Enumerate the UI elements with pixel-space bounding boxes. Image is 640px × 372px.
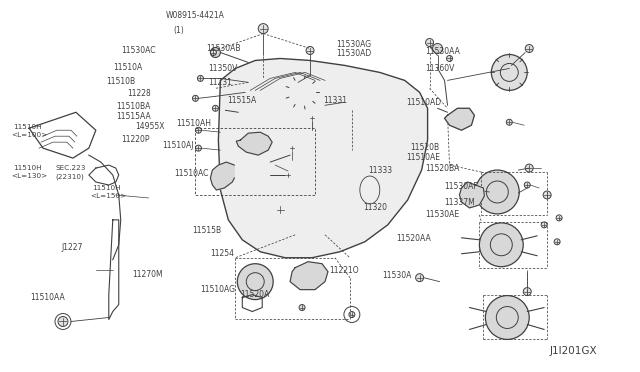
Text: 11254: 11254 <box>211 249 234 258</box>
Circle shape <box>306 46 314 54</box>
Text: 11515AA: 11515AA <box>116 112 150 121</box>
Polygon shape <box>445 108 474 130</box>
Circle shape <box>212 105 218 111</box>
Polygon shape <box>236 132 272 155</box>
Text: 11530AD: 11530AD <box>336 49 371 58</box>
Circle shape <box>543 191 551 199</box>
Text: J1227: J1227 <box>62 243 83 251</box>
Circle shape <box>525 45 533 52</box>
Circle shape <box>447 55 452 61</box>
Text: 11530AG: 11530AG <box>336 40 371 49</box>
Polygon shape <box>460 182 484 208</box>
Circle shape <box>492 54 527 90</box>
Text: 11510BA: 11510BA <box>116 102 150 111</box>
Text: J1I201GX: J1I201GX <box>550 346 597 356</box>
Circle shape <box>299 305 305 311</box>
Circle shape <box>426 39 433 46</box>
Text: <L=100>: <L=100> <box>11 132 47 138</box>
Text: 11337M: 11337M <box>444 198 475 207</box>
Circle shape <box>476 170 519 214</box>
Text: <L=150>: <L=150> <box>90 193 127 199</box>
Text: 11515A: 11515A <box>228 96 257 105</box>
Text: 11520BA: 11520BA <box>425 164 460 173</box>
Circle shape <box>193 95 198 101</box>
Circle shape <box>234 150 270 186</box>
Text: 11515B: 11515B <box>193 226 221 235</box>
Text: 11520B: 11520B <box>410 142 440 151</box>
Text: 11221O: 11221O <box>330 266 359 275</box>
Text: 11510H: 11510H <box>92 185 120 191</box>
Text: 11530A: 11530A <box>383 271 412 280</box>
Text: 11530AA: 11530AA <box>425 47 460 56</box>
Text: 11331: 11331 <box>323 96 347 105</box>
Circle shape <box>296 218 324 246</box>
Circle shape <box>58 317 68 327</box>
Circle shape <box>556 215 562 221</box>
Text: 11220P: 11220P <box>121 135 150 144</box>
Text: 11510AA: 11510AA <box>30 294 65 302</box>
Circle shape <box>289 145 295 151</box>
Circle shape <box>554 239 560 245</box>
Text: 11231: 11231 <box>209 78 232 87</box>
Text: 11520A: 11520A <box>240 290 269 299</box>
Text: 11350V: 11350V <box>209 64 238 73</box>
Circle shape <box>285 172 291 178</box>
Text: 11530AF: 11530AF <box>444 182 478 191</box>
Text: 11320: 11320 <box>364 203 387 212</box>
Text: 11510B: 11510B <box>106 77 136 86</box>
Text: 11510AG: 11510AG <box>200 285 235 294</box>
Text: 11510AE: 11510AE <box>406 153 440 161</box>
Text: 11360V: 11360V <box>425 64 454 73</box>
Circle shape <box>238 102 258 122</box>
Circle shape <box>433 44 442 54</box>
Text: 11530AC: 11530AC <box>121 46 156 55</box>
Text: (22310): (22310) <box>56 173 84 180</box>
Text: 11520AA: 11520AA <box>397 234 431 243</box>
Text: 11530AB: 11530AB <box>207 44 241 53</box>
Text: 14955X: 14955X <box>135 122 164 131</box>
Text: 11510AJ: 11510AJ <box>162 141 193 150</box>
Circle shape <box>524 182 530 188</box>
Circle shape <box>286 76 318 108</box>
Text: 11510AD: 11510AD <box>406 98 441 107</box>
Circle shape <box>211 49 216 55</box>
Circle shape <box>275 205 285 215</box>
Polygon shape <box>218 58 428 258</box>
Polygon shape <box>211 162 234 190</box>
Circle shape <box>349 311 355 318</box>
Polygon shape <box>290 262 328 290</box>
Text: SEC.223: SEC.223 <box>56 165 86 171</box>
Text: 11530AE: 11530AE <box>425 211 460 219</box>
Circle shape <box>485 296 529 339</box>
Text: 11510AC: 11510AC <box>175 169 209 177</box>
Circle shape <box>479 223 524 267</box>
Text: <L=130>: <L=130> <box>11 173 47 179</box>
Text: 11270M: 11270M <box>132 270 163 279</box>
Text: 11510H: 11510H <box>13 124 42 130</box>
Text: 11510H: 11510H <box>13 165 42 171</box>
Circle shape <box>195 145 202 151</box>
Circle shape <box>524 288 531 296</box>
Circle shape <box>198 76 204 81</box>
Circle shape <box>415 274 424 282</box>
Text: 11333: 11333 <box>368 166 392 175</box>
Circle shape <box>309 115 315 121</box>
Circle shape <box>506 119 512 125</box>
Circle shape <box>525 164 533 172</box>
Circle shape <box>237 264 273 299</box>
Text: W08915-4421A: W08915-4421A <box>166 11 225 20</box>
Text: 11510A: 11510A <box>113 63 142 72</box>
Circle shape <box>258 23 268 33</box>
Text: 11228: 11228 <box>127 89 151 98</box>
Circle shape <box>195 127 202 133</box>
Text: 11510AH: 11510AH <box>177 119 212 128</box>
Circle shape <box>541 222 547 228</box>
Text: (1): (1) <box>173 26 184 35</box>
Circle shape <box>211 48 220 58</box>
